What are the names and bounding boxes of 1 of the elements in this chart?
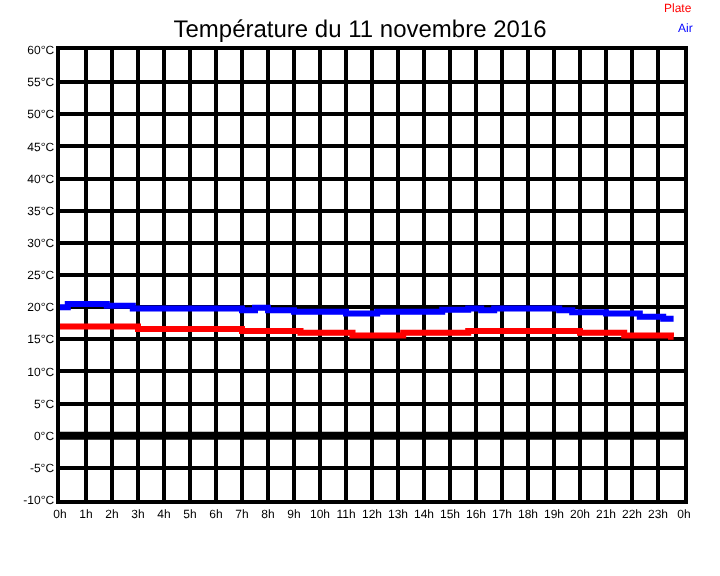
chart-title: Température du 11 novembre 2016 — [173, 15, 548, 44]
